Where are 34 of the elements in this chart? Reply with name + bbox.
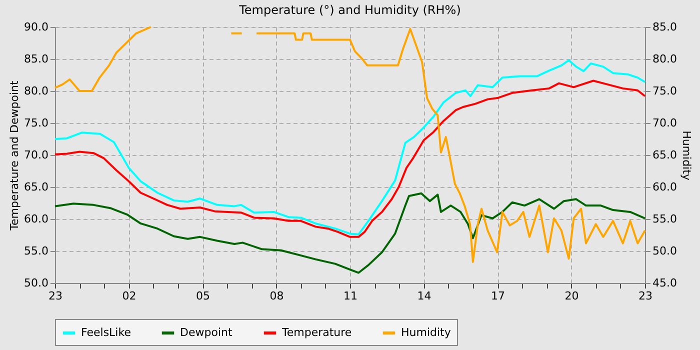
y-tick-label: 70.0 [24, 148, 48, 162]
y2-tick-label: 60.0 [652, 180, 677, 194]
y-tick-label: 80.0 [24, 84, 48, 98]
x-tick-label: 23 [638, 290, 652, 302]
legend-label: Temperature [281, 326, 352, 339]
y-tick-label: 55.0 [24, 244, 48, 258]
x-tick-label: 20 [564, 290, 579, 302]
x-tick-label: 17 [491, 290, 505, 302]
y2-tick-label: 55.0 [652, 212, 677, 226]
x-tick-label: 11 [344, 290, 358, 302]
y2-tick-label: 85.0 [652, 20, 677, 34]
x-tick-label: 05 [196, 290, 210, 302]
x-tick-label: 23 [48, 290, 62, 302]
legend-label: FeelsLike [81, 326, 132, 339]
legend-label: Dewpoint [180, 326, 233, 339]
y-tick-label: 50.0 [24, 276, 48, 290]
y-axis-title: Temperature and Dewpoint [8, 80, 22, 232]
x-tick-label: 02 [122, 290, 136, 302]
y-tick-label: 60.0 [24, 212, 48, 226]
x-tick-label: 14 [417, 290, 432, 302]
y2-tick-label: 75.0 [652, 84, 677, 98]
y2-axis-title: Humidity [680, 130, 693, 181]
y-tick-label: 65.0 [24, 180, 48, 194]
y-tick-label: 85.0 [24, 52, 48, 66]
x-tick-label: 08 [270, 290, 284, 302]
chart-title: Temperature (°) and Humidity (RH%) [238, 3, 461, 17]
y2-tick-label: 50.0 [652, 244, 677, 258]
y-tick-label: 90.0 [24, 20, 48, 34]
y-tick-label: 75.0 [24, 116, 48, 130]
y2-tick-label: 80.0 [652, 52, 677, 66]
y2-tick-label: 45.0 [652, 276, 677, 290]
y2-tick-label: 70.0 [652, 116, 677, 130]
y2-tick-label: 65.0 [652, 148, 677, 162]
legend-label: Humidity [401, 326, 452, 339]
